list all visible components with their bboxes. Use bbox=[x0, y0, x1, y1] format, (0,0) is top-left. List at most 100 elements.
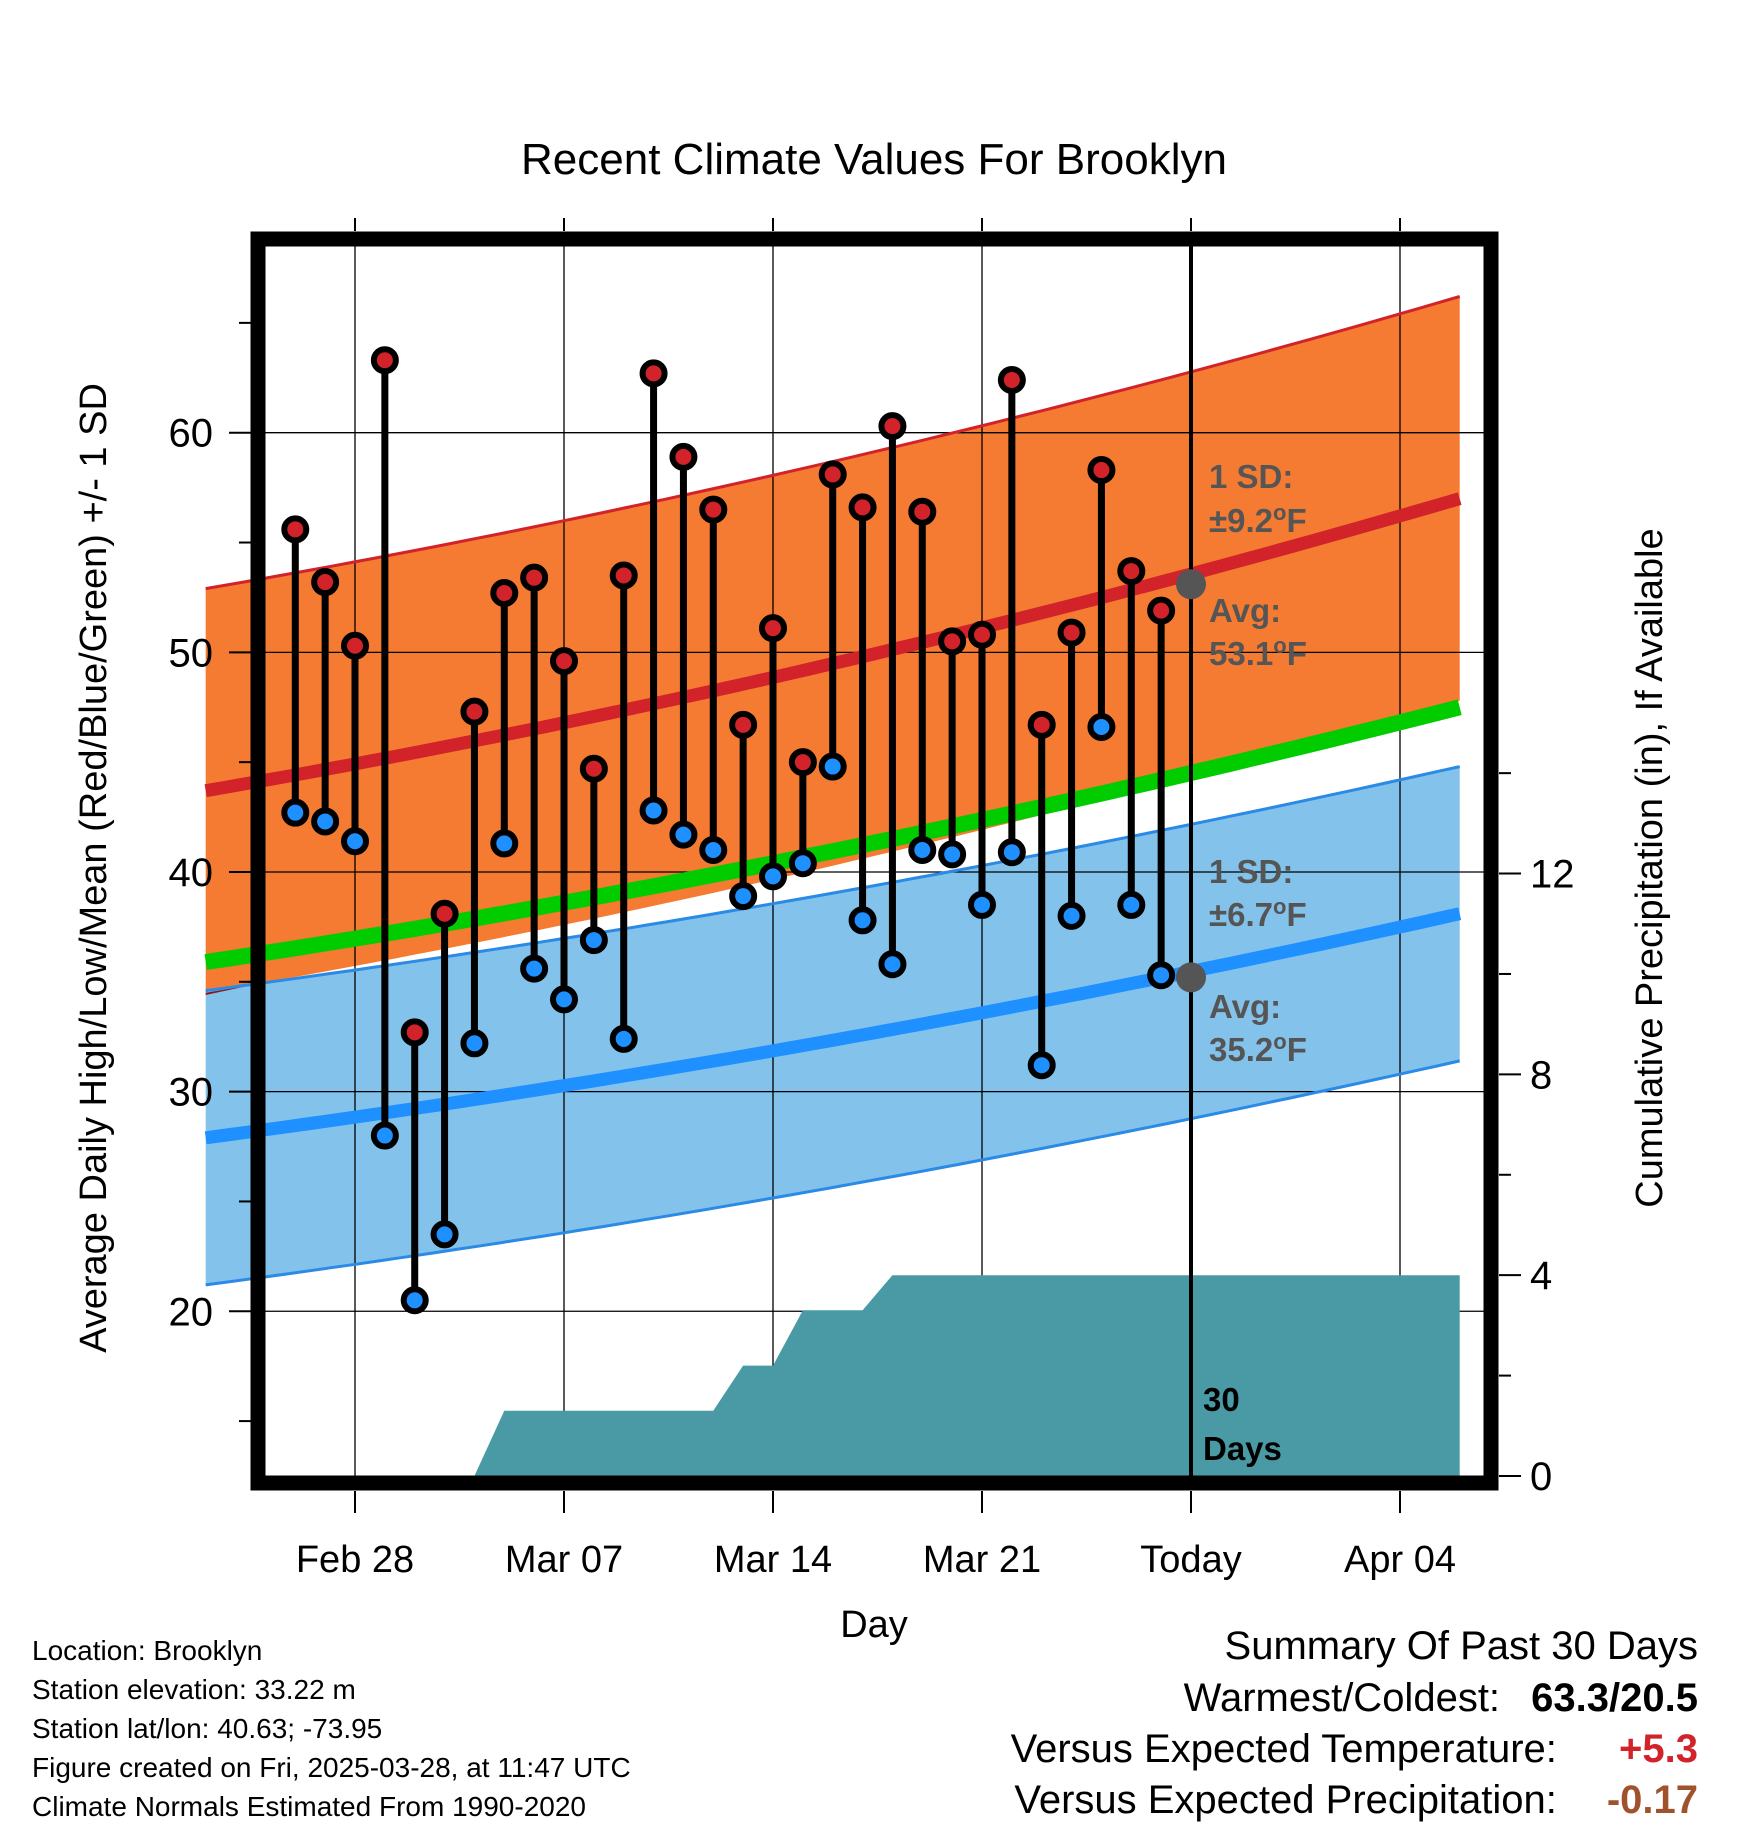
info-location: Location: Brooklyn bbox=[32, 1635, 263, 1666]
today-high-avg-marker bbox=[1176, 569, 1206, 600]
high-sd-value: ±9.2oF bbox=[1209, 500, 1307, 539]
obs-low-point bbox=[550, 985, 578, 1014]
x-tick-label: Mar 21 bbox=[923, 1539, 1041, 1581]
right-tick-label: 12 bbox=[1530, 853, 1575, 897]
obs-low-point bbox=[430, 1220, 459, 1249]
obs-high-point bbox=[311, 568, 340, 597]
info-normals: Climate Normals Estimated From 1990-2020 bbox=[32, 1791, 586, 1822]
obs-high-point bbox=[788, 748, 817, 777]
obs-high-point bbox=[759, 614, 787, 643]
obs-high-point bbox=[1087, 456, 1116, 485]
obs-high-point bbox=[1117, 557, 1146, 586]
obs-low-point bbox=[1057, 901, 1086, 930]
normal-mean-line bbox=[204, 699, 1462, 970]
obs-high-point bbox=[430, 899, 459, 928]
obs-low-point bbox=[370, 1121, 399, 1150]
info-created: Figure created on Fri, 2025-03-28, at 11… bbox=[32, 1752, 631, 1783]
obs-low-point bbox=[311, 807, 340, 836]
obs-high-point bbox=[370, 346, 399, 375]
summary-warm-cold-value: 63.3/20.5 bbox=[1531, 1676, 1698, 1720]
high-avg-value: 53.1oF bbox=[1209, 633, 1307, 672]
x-tick-label: Feb 28 bbox=[296, 1539, 414, 1581]
obs-low-point bbox=[997, 838, 1026, 867]
summary-precip-label: Versus Expected Precipitation: bbox=[1014, 1778, 1557, 1822]
obs-high-point bbox=[878, 412, 907, 441]
x-tick-label: Mar 14 bbox=[714, 1539, 832, 1581]
left-tick-label: 50 bbox=[169, 631, 214, 675]
left-tick-label: 20 bbox=[169, 1290, 214, 1334]
low-sd-label: 1 SD: bbox=[1209, 853, 1293, 890]
obs-low-point bbox=[609, 1024, 638, 1053]
obs-low-point bbox=[759, 862, 787, 891]
summary-temp-label: Versus Expected Temperature: bbox=[1010, 1727, 1557, 1771]
obs-low-point bbox=[699, 836, 728, 865]
obs-high-point bbox=[908, 497, 937, 526]
obs-low-point bbox=[341, 827, 369, 856]
obs-high-point bbox=[968, 620, 996, 649]
high-avg-label: Avg: bbox=[1209, 592, 1281, 629]
obs-low-point bbox=[639, 796, 668, 825]
obs-high-point bbox=[400, 1018, 429, 1047]
obs-low-point bbox=[848, 906, 877, 935]
right-tick-label: 0 bbox=[1530, 1455, 1552, 1499]
obs-high-point bbox=[1147, 596, 1176, 625]
obs-low-point bbox=[1117, 890, 1146, 919]
x-axis-label: Day bbox=[840, 1604, 908, 1646]
obs-low-point bbox=[400, 1286, 429, 1315]
obs-high-point bbox=[938, 627, 967, 656]
y-axis-right-label: Cumulative Precipitation (in), If Availa… bbox=[1629, 528, 1671, 1207]
info-latlon: Station lat/lon: 40.63; -73.95 bbox=[32, 1713, 383, 1744]
obs-high-point bbox=[460, 697, 489, 726]
summary-warm-cold-label: Warmest/Coldest: bbox=[1183, 1676, 1501, 1720]
chart-title: Recent Climate Values For Brooklyn bbox=[521, 135, 1227, 184]
obs-low-point bbox=[908, 836, 937, 865]
obs-low-point bbox=[669, 820, 698, 849]
low-sd-band bbox=[205, 766, 1460, 1285]
summary-temp: Versus Expected Temperature: +5.3 bbox=[1011, 1729, 1698, 1769]
summary-warm-cold: Warmest/Coldest: 63.3/20.5 bbox=[1184, 1678, 1698, 1718]
high-sd-label: 1 SD: bbox=[1209, 458, 1293, 495]
obs-high-point bbox=[341, 631, 369, 660]
days-word-label: Days bbox=[1203, 1430, 1282, 1467]
obs-low-point bbox=[968, 890, 996, 919]
today-low-avg-marker bbox=[1176, 962, 1206, 993]
obs-low-point bbox=[1027, 1051, 1056, 1080]
obs-high-point bbox=[729, 710, 758, 739]
obs-high-point bbox=[1027, 710, 1056, 739]
obs-low-point bbox=[938, 840, 967, 869]
low-avg-label: Avg: bbox=[1209, 988, 1281, 1025]
right-tick-label: 8 bbox=[1530, 1053, 1552, 1097]
low-sd-upper-line bbox=[205, 765, 1461, 993]
obs-high-point bbox=[997, 365, 1026, 394]
obs-high-point bbox=[818, 460, 847, 489]
left-tick-label: 40 bbox=[169, 851, 214, 895]
low-avg-value: 35.2oF bbox=[1209, 1029, 1307, 1068]
obs-low-point bbox=[818, 752, 847, 781]
left-tick-label: 60 bbox=[169, 412, 214, 456]
obs-low-point bbox=[490, 829, 519, 858]
info-elevation: Station elevation: 33.22 m bbox=[32, 1674, 356, 1705]
days-count-label: 30 bbox=[1203, 1381, 1240, 1418]
obs-high-point bbox=[579, 754, 608, 783]
obs-high-point bbox=[1057, 618, 1086, 647]
summary-precip: Versus Expected Precipitation: -0.17 bbox=[1014, 1780, 1698, 1820]
obs-high-point bbox=[669, 442, 698, 471]
obs-high-point bbox=[490, 579, 519, 608]
x-tick-label: Mar 07 bbox=[505, 1539, 623, 1581]
obs-low-point bbox=[729, 882, 758, 911]
obs-high-point bbox=[848, 493, 877, 522]
x-tick-label: Apr 04 bbox=[1344, 1539, 1456, 1581]
obs-low-point bbox=[1147, 961, 1176, 990]
left-tick-label: 30 bbox=[169, 1071, 214, 1115]
obs-low-point bbox=[460, 1029, 489, 1058]
obs-low-point bbox=[788, 849, 817, 878]
cumulative-precip-area bbox=[474, 1275, 1460, 1476]
x-tick-label: Today bbox=[1140, 1539, 1241, 1581]
obs-low-point bbox=[878, 950, 907, 979]
y-axis-left-label: Average Daily High/Low/Mean (Red/Blue/Gr… bbox=[73, 383, 115, 1353]
summary-precip-value: -0.17 bbox=[1606, 1778, 1698, 1822]
obs-low-point bbox=[1087, 713, 1116, 742]
obs-high-point bbox=[281, 515, 310, 544]
summary-title: Summary Of Past 30 Days bbox=[1224, 1624, 1698, 1668]
